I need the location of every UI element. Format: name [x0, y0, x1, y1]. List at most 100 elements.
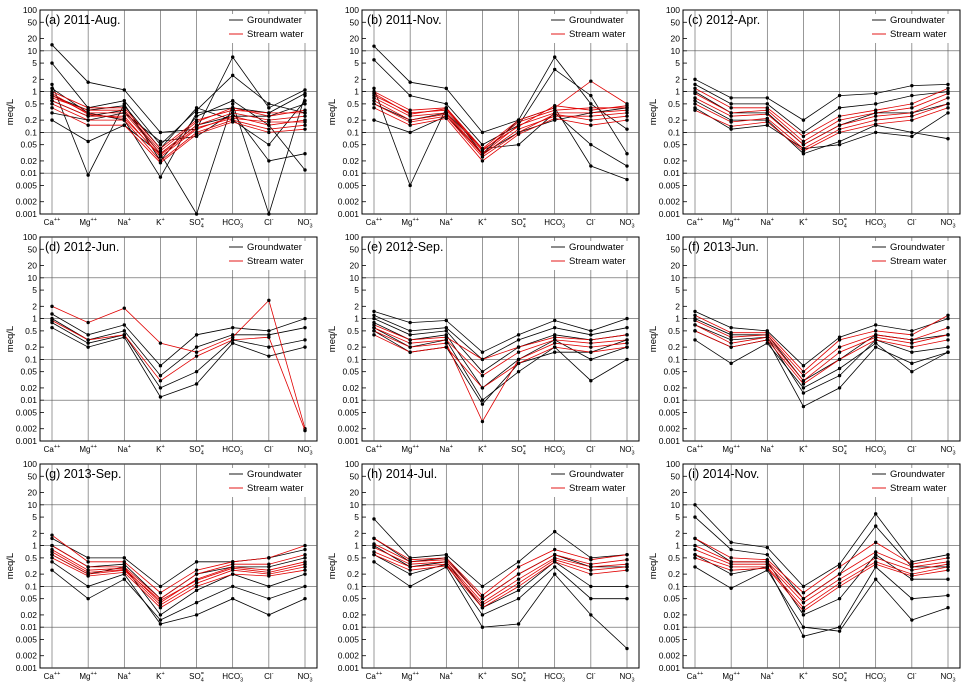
data-point — [86, 123, 90, 127]
ion-charge: - — [915, 217, 917, 223]
data-point — [408, 108, 412, 112]
ion-charge: ++ — [376, 444, 382, 450]
data-point — [910, 562, 914, 566]
data-point — [625, 584, 629, 589]
data-point — [158, 618, 163, 622]
data-point — [589, 114, 593, 118]
data-point — [693, 309, 697, 314]
ion-symbol: SO — [832, 218, 844, 227]
data-point — [765, 335, 769, 339]
ion-charge: = — [844, 671, 847, 677]
y-tick-label: 0.5 — [668, 99, 680, 109]
data-point — [303, 547, 307, 552]
ion-charge: - — [594, 671, 596, 677]
data-point — [693, 106, 697, 110]
data-point — [946, 106, 950, 110]
data-point — [86, 338, 90, 342]
data-point — [693, 552, 697, 557]
data-point — [874, 114, 878, 118]
ion-charge: ++ — [412, 217, 418, 223]
ion-charge: ++ — [733, 671, 739, 677]
data-point — [231, 333, 235, 337]
x-tick-label: Mg++ — [79, 671, 97, 681]
stream-series-line — [373, 334, 628, 389]
data-point — [194, 111, 199, 115]
data-point — [625, 177, 629, 182]
data-point — [231, 325, 235, 330]
y-tick-label: 0.002 — [16, 424, 38, 434]
y-tick-label: 10 — [28, 500, 38, 510]
data-point — [874, 556, 878, 560]
x-tick-label: Na+ — [440, 671, 453, 681]
ion-charge: = — [523, 444, 526, 450]
data-point — [158, 598, 163, 603]
data-point — [516, 560, 521, 564]
data-point — [303, 338, 307, 342]
stream-series-line — [373, 107, 628, 162]
x-tick-label: K+ — [799, 444, 808, 454]
y-tick-label: 0.1 — [25, 127, 37, 137]
data-point — [693, 318, 697, 323]
x-tick-label: Ca++ — [44, 217, 61, 227]
stream-series-line — [694, 107, 949, 152]
ion-symbol: Na — [440, 218, 451, 227]
x-tick-label: HCO3- — [222, 217, 243, 230]
x-tick-label: NO3- — [297, 444, 312, 457]
data-point — [444, 552, 448, 557]
data-point — [408, 562, 412, 566]
groundwater-series-line — [694, 554, 949, 637]
ion-subscript: 3 — [240, 224, 243, 230]
y-axis-label: meq/L — [327, 553, 338, 579]
y-tick-label: 20 — [28, 488, 38, 498]
data-point — [303, 552, 307, 557]
y-tick-label: 10 — [671, 46, 681, 56]
y-tick-label: 50 — [350, 17, 360, 27]
stream-series-line — [51, 534, 306, 594]
data-point — [693, 108, 697, 112]
data-point — [86, 574, 90, 578]
data-point — [158, 149, 163, 153]
data-point — [589, 108, 593, 112]
ion-subscript: 3 — [309, 678, 312, 684]
data-point — [194, 613, 199, 617]
x-tick-label: Mg++ — [79, 444, 97, 454]
data-point — [480, 357, 485, 362]
data-point — [50, 102, 54, 106]
data-point — [122, 577, 126, 581]
data-point — [589, 79, 593, 83]
data-point — [516, 350, 521, 354]
ion-charge: + — [450, 444, 453, 450]
data-point — [50, 43, 54, 47]
y-tick-label: 0.02 — [663, 383, 680, 393]
data-point — [589, 118, 593, 122]
ion-subscript: 3 — [631, 678, 634, 684]
data-point — [231, 562, 235, 566]
ion-charge: + — [161, 217, 164, 223]
data-point — [553, 318, 557, 323]
data-point — [553, 116, 557, 121]
data-point — [837, 565, 842, 569]
y-tick-label: 0.1 — [25, 354, 37, 364]
panel-title: (i) 2014-Nov. — [688, 467, 759, 481]
groundwater-series-line — [694, 100, 949, 155]
data-point — [553, 529, 557, 534]
legend-groundwater-label: Groundwater — [569, 15, 624, 26]
data-point — [589, 558, 593, 562]
data-point — [444, 107, 448, 111]
data-point — [693, 338, 697, 342]
data-point — [729, 562, 733, 566]
y-tick-label: 0.002 — [659, 197, 681, 207]
ion-symbol: K — [478, 672, 484, 681]
data-point — [267, 565, 271, 569]
y-tick-label: 2 — [32, 74, 37, 84]
data-point — [194, 584, 199, 589]
ion-symbol: Mg — [401, 445, 412, 454]
data-point — [625, 325, 629, 330]
y-tick-label: 20 — [671, 261, 681, 271]
ion-symbol: SO — [511, 672, 523, 681]
ion-symbol: Mg — [401, 218, 412, 227]
data-point — [910, 345, 914, 349]
data-point — [372, 325, 376, 330]
y-tick-label: 5 — [675, 285, 680, 295]
ion-subscript: 3 — [309, 224, 312, 230]
